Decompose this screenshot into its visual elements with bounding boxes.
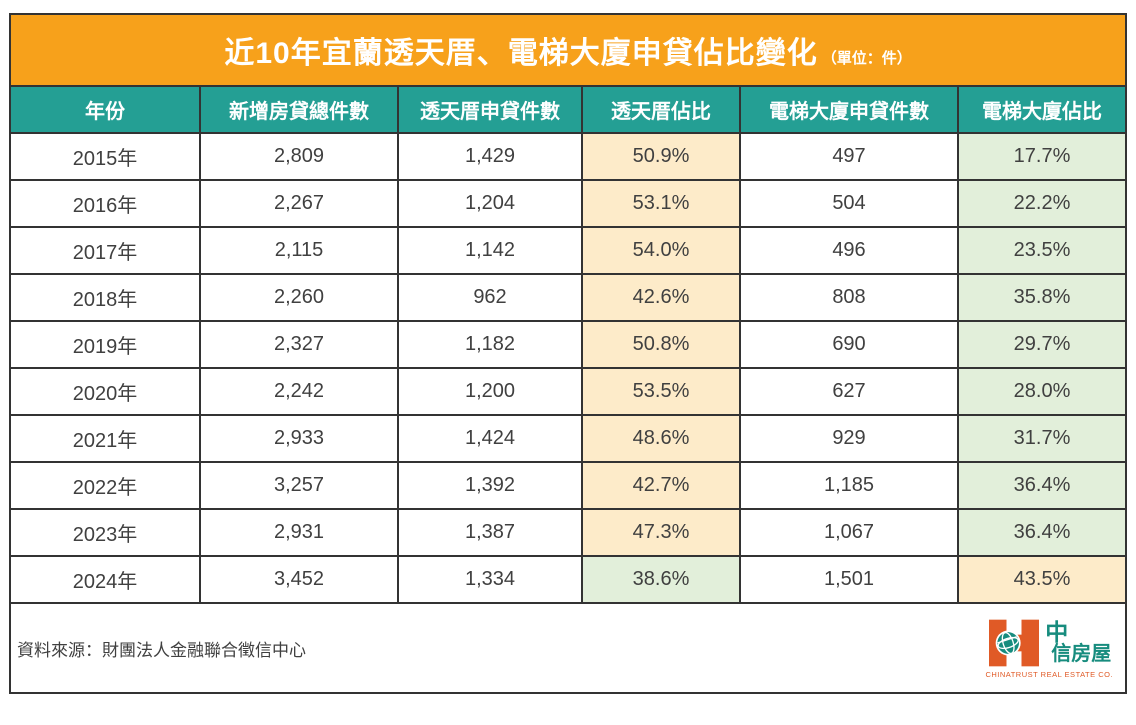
cell-total-loans: 2,115 bbox=[199, 226, 399, 275]
cell-townhouse-count: 1,204 bbox=[397, 179, 583, 228]
cell-total-loans: 2,933 bbox=[199, 414, 399, 463]
table-row-2019: 2019年 2,327 1,182 50.8% 690 29.7% bbox=[9, 320, 1128, 369]
globe-icon bbox=[995, 630, 1021, 655]
cell-townhouse-pct: 48.6% bbox=[581, 414, 741, 463]
table-row-2020: 2020年 2,242 1,200 53.5% 627 28.0% bbox=[9, 367, 1128, 416]
table-title-text: 近10年宜蘭透天厝、電梯大廈申貸佔比變化 bbox=[224, 37, 818, 70]
cell-elevator-pct: 28.0% bbox=[956, 367, 1128, 416]
cell-townhouse-pct: 53.5% bbox=[581, 367, 741, 416]
cell-elevator-count: 497 bbox=[739, 132, 959, 181]
cell-townhouse-pct: 42.7% bbox=[581, 461, 741, 510]
col-header-total-loans: 新增房貸總件數 bbox=[199, 85, 399, 134]
cell-year: 2022年 bbox=[9, 461, 201, 510]
cell-elevator-count: 1,067 bbox=[739, 508, 959, 557]
col-header-year: 年份 bbox=[9, 85, 201, 134]
cell-elevator-count: 504 bbox=[739, 179, 959, 228]
cell-elevator-count: 1,185 bbox=[739, 461, 959, 510]
table-row-2024: 2024年 3,452 1,334 38.6% 1,501 43.5% bbox=[9, 555, 1128, 604]
cell-elevator-count: 690 bbox=[739, 320, 959, 369]
logo-subtitle: CHINATRUST REAL ESTATE CO. bbox=[985, 669, 1114, 679]
cell-total-loans: 2,931 bbox=[199, 508, 399, 557]
cell-elevator-pct: 23.5% bbox=[956, 226, 1128, 275]
cell-townhouse-pct: 54.0% bbox=[581, 226, 741, 275]
footer: 資料來源：財團法人金融聯合徵信中心 bbox=[17, 618, 1117, 679]
cell-year: 2019年 bbox=[9, 320, 201, 369]
col-header-townhouse-pct: 透天厝佔比 bbox=[581, 85, 741, 134]
cell-elevator-count: 627 bbox=[739, 367, 959, 416]
cell-year: 2024年 bbox=[9, 555, 201, 604]
table-row-2022: 2022年 3,257 1,392 42.7% 1,185 36.4% bbox=[9, 461, 1128, 510]
cell-elevator-count: 808 bbox=[739, 273, 959, 322]
cell-elevator-pct: 17.7% bbox=[956, 132, 1128, 181]
col-header-townhouse-count: 透天厝申貸件數 bbox=[397, 85, 583, 134]
table-title-row: 近10年宜蘭透天厝、電梯大廈申貸佔比變化 （單位：件） bbox=[8, 13, 1128, 87]
cell-townhouse-pct: 50.9% bbox=[581, 132, 741, 181]
cell-townhouse-count: 1,387 bbox=[397, 508, 583, 557]
cell-year: 2018年 bbox=[9, 273, 201, 322]
cell-townhouse-pct: 53.1% bbox=[581, 179, 741, 228]
col-header-elevator-count: 電梯大廈申貸件數 bbox=[739, 85, 959, 134]
cell-elevator-pct: 31.7% bbox=[956, 414, 1128, 463]
table-header-row: 年份 新增房貸總件數 透天厝申貸件數 透天厝佔比 電梯大廈申貸件數 電梯大廈佔比 bbox=[9, 85, 1128, 134]
cell-total-loans: 3,257 bbox=[199, 461, 399, 510]
table-title-unit: （單位：件） bbox=[821, 50, 912, 67]
cell-townhouse-count: 1,142 bbox=[397, 226, 583, 275]
cell-townhouse-count: 1,392 bbox=[397, 461, 583, 510]
cell-year: 2023年 bbox=[9, 508, 201, 557]
cell-townhouse-pct: 47.3% bbox=[581, 508, 741, 557]
cell-townhouse-pct: 42.6% bbox=[581, 273, 741, 322]
table-row-2016: 2016年 2,267 1,204 53.1% 504 22.2% bbox=[9, 179, 1128, 228]
table-row-2018: 2018年 2,260 962 42.6% 808 35.8% bbox=[9, 273, 1128, 322]
cell-townhouse-count: 962 bbox=[397, 273, 583, 322]
cell-total-loans: 2,809 bbox=[199, 132, 399, 181]
logo-zh-line2: 信房屋 bbox=[1051, 643, 1112, 666]
cell-total-loans: 2,260 bbox=[199, 273, 399, 322]
mortgage-stats-table: 近10年宜蘭透天厝、電梯大廈申貸佔比變化 （單位：件） 年份 新增房貸總件數 透天… bbox=[8, 13, 1128, 694]
col-header-elevator-pct: 電梯大廈佔比 bbox=[956, 85, 1128, 134]
chinatrust-logo-mark bbox=[989, 619, 1040, 666]
table-row-2015: 2015年 2,809 1,429 50.9% 497 17.7% bbox=[9, 132, 1128, 181]
cell-townhouse-count: 1,424 bbox=[397, 414, 583, 463]
cell-year: 2017年 bbox=[9, 226, 201, 275]
cell-elevator-pct: 22.2% bbox=[956, 179, 1128, 228]
cell-elevator-count: 929 bbox=[739, 414, 959, 463]
logo-zh-line1: 中 bbox=[1045, 618, 1069, 645]
cell-townhouse-count: 1,334 bbox=[397, 555, 583, 604]
cell-elevator-count: 1,501 bbox=[739, 555, 959, 604]
table-row-2021: 2021年 2,933 1,424 48.6% 929 31.7% bbox=[9, 414, 1128, 463]
cell-year: 2020年 bbox=[9, 367, 201, 416]
cell-townhouse-count: 1,182 bbox=[397, 320, 583, 369]
chinatrust-logo: 中 信房屋 CHINATRUST REAL ESTATE CO. bbox=[985, 618, 1117, 679]
cell-elevator-pct: 36.4% bbox=[956, 508, 1128, 557]
cell-townhouse-pct: 50.8% bbox=[581, 320, 741, 369]
cell-elevator-pct: 29.7% bbox=[956, 320, 1128, 369]
cell-townhouse-pct: 38.6% bbox=[581, 555, 741, 604]
table-title: 近10年宜蘭透天厝、電梯大廈申貸佔比變化 （單位：件） bbox=[8, 13, 1128, 87]
table-row-2023: 2023年 2,931 1,387 47.3% 1,067 36.4% bbox=[9, 508, 1128, 557]
cell-total-loans: 3,452 bbox=[199, 555, 399, 604]
cell-elevator-pct: 43.5% bbox=[956, 555, 1128, 604]
cell-townhouse-count: 1,200 bbox=[397, 367, 583, 416]
cell-total-loans: 2,327 bbox=[199, 320, 399, 369]
cell-total-loans: 2,267 bbox=[199, 179, 399, 228]
cell-elevator-pct: 35.8% bbox=[956, 273, 1128, 322]
cell-townhouse-count: 1,429 bbox=[397, 132, 583, 181]
cell-year: 2016年 bbox=[9, 179, 201, 228]
cell-total-loans: 2,242 bbox=[199, 367, 399, 416]
cell-elevator-count: 496 bbox=[739, 226, 959, 275]
table-footer-row: 資料來源：財團法人金融聯合徵信中心 bbox=[8, 602, 1128, 694]
cell-year: 2021年 bbox=[9, 414, 201, 463]
data-source-note: 資料來源：財團法人金融聯合徵信中心 bbox=[17, 640, 306, 660]
table-row-2017: 2017年 2,115 1,142 54.0% 496 23.5% bbox=[9, 226, 1128, 275]
cell-elevator-pct: 36.4% bbox=[956, 461, 1128, 510]
cell-year: 2015年 bbox=[9, 132, 201, 181]
